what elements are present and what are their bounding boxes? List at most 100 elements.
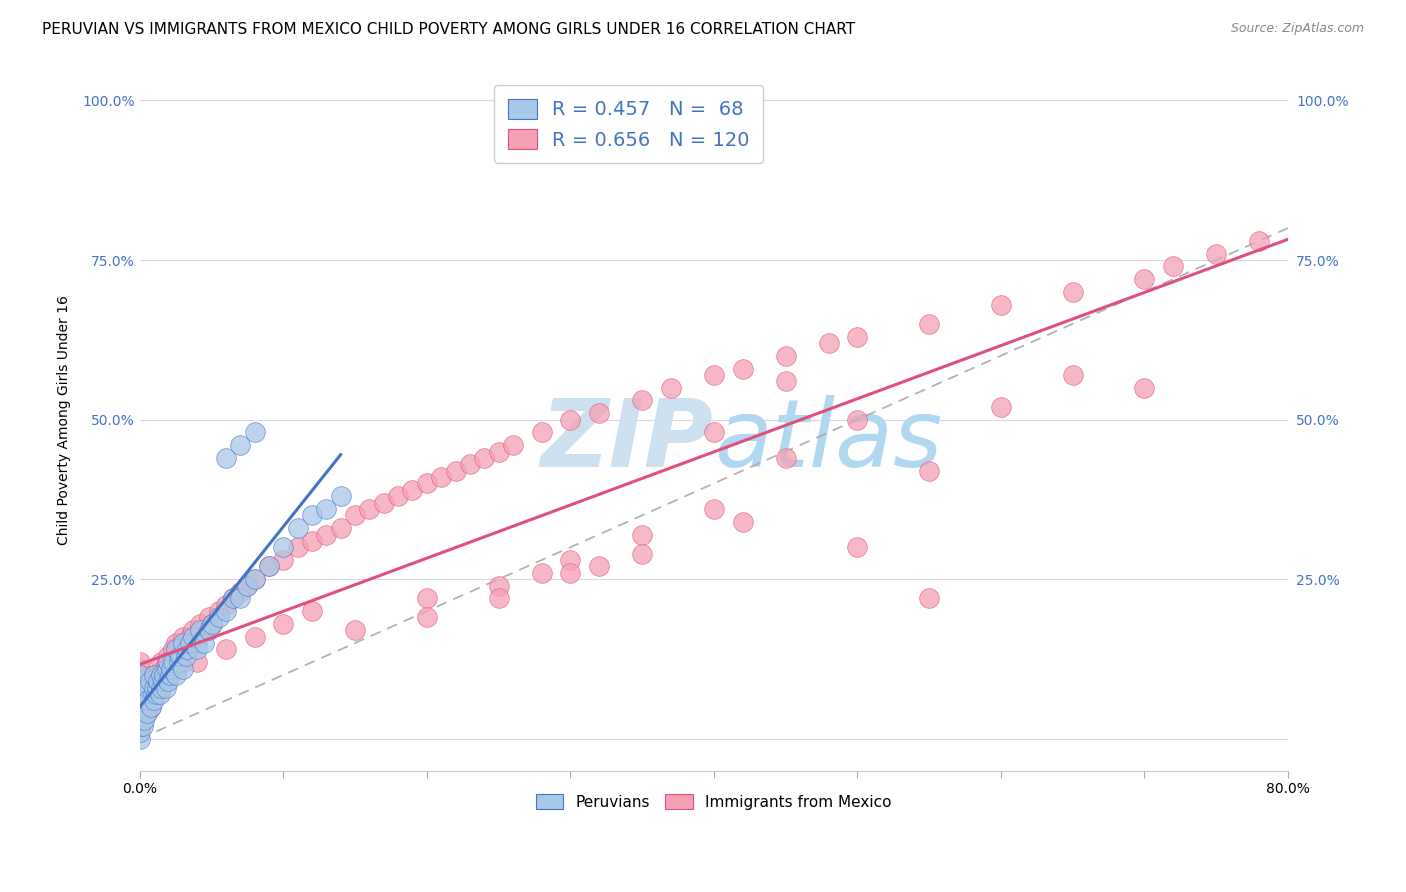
Point [165,642,187,657]
Point [181,624,204,638]
Point [243,572,266,586]
Point [136,706,159,721]
Point [136,681,159,695]
Point [128,706,150,721]
Point [271,616,294,631]
Point [142,687,165,701]
Point [132,713,155,727]
Text: atlas: atlas [714,395,942,486]
Point [387,489,409,503]
Point [229,591,252,606]
Point [236,578,259,592]
Point [174,642,197,657]
Point [846,329,869,343]
Point [128,681,150,695]
Point [136,706,159,721]
Point [329,521,352,535]
Point [846,412,869,426]
Point [416,476,439,491]
Point [329,489,352,503]
Point [243,630,266,644]
Point [150,668,173,682]
Point [186,642,208,657]
Point [128,674,150,689]
Point [172,636,194,650]
Point [143,668,166,682]
Point [257,559,280,574]
Point [200,616,222,631]
Point [128,699,150,714]
Point [416,591,439,606]
Point [215,598,238,612]
Point [159,661,181,675]
Point [188,624,211,638]
Point [179,630,201,644]
Point [488,578,510,592]
Point [1062,368,1084,382]
Point [139,674,162,689]
Point [136,681,159,695]
Point [703,502,725,516]
Point [145,681,167,695]
Point [560,553,582,567]
Point [188,616,211,631]
Point [131,719,153,733]
Point [918,317,941,331]
Point [458,458,481,472]
Point [134,687,156,701]
Point [222,591,245,606]
Point [502,438,524,452]
Point [373,495,395,509]
Point [181,630,204,644]
Point [315,502,337,516]
Point [588,559,610,574]
Point [197,610,219,624]
Point [148,674,170,689]
Point [287,541,309,555]
Point [153,668,176,682]
Point [1133,272,1156,286]
Point [179,636,201,650]
Point [215,642,238,657]
Point [150,655,173,669]
Point [153,661,176,675]
Point [131,699,153,714]
Point [560,566,582,580]
Point [142,681,165,695]
Point [846,541,869,555]
Point [149,687,172,701]
Point [128,719,150,733]
Point [775,374,797,388]
Point [631,527,654,541]
Point [488,591,510,606]
Point [143,693,166,707]
Point [990,298,1012,312]
Point [918,464,941,478]
Point [176,636,198,650]
Point [162,655,184,669]
Point [152,674,174,689]
Point [1161,260,1184,274]
Point [1205,246,1227,260]
Point [141,699,163,714]
Point [128,668,150,682]
Point [731,515,754,529]
Point [128,693,150,707]
Point [1062,285,1084,299]
Point [139,674,162,689]
Text: ZIP: ZIP [541,394,714,487]
Point [169,648,191,663]
Point [165,661,187,675]
Point [1133,381,1156,395]
Point [149,681,172,695]
Point [215,604,238,618]
Point [703,425,725,440]
Point [128,681,150,695]
Point [155,681,177,695]
Point [160,655,183,669]
Point [132,699,155,714]
Point [197,624,219,638]
Point [150,681,173,695]
Point [186,636,208,650]
Point [817,336,839,351]
